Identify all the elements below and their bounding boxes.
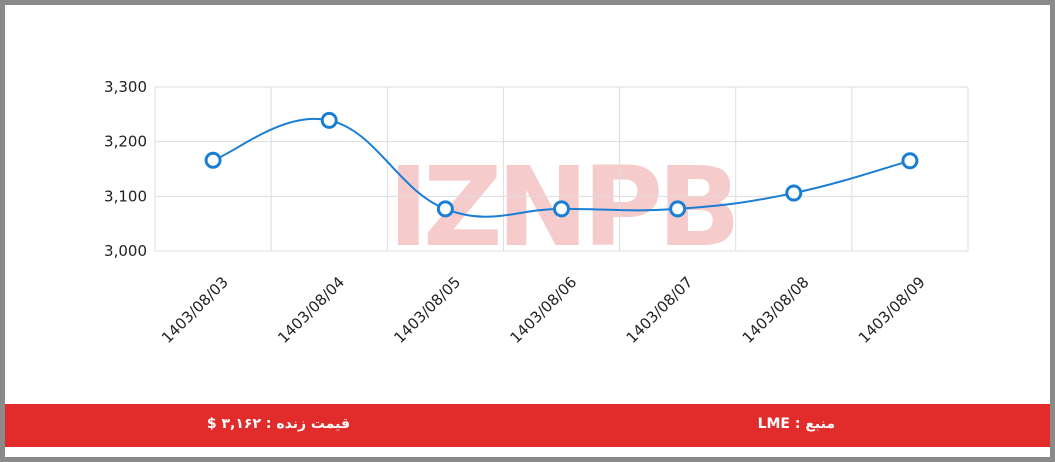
x-tick-label: 1403/08/03 <box>158 273 232 347</box>
point <box>553 200 570 218</box>
x-tick-label: 1403/08/06 <box>506 273 580 347</box>
point <box>320 111 338 129</box>
frame <box>5 5 1050 457</box>
x-tick-label: 1403/08/04 <box>274 273 348 347</box>
x-tick-label: 1403/08/07 <box>623 273 697 347</box>
point <box>785 184 803 202</box>
x-tick-label: 1403/08/05 <box>390 273 464 347</box>
y-tick-label: 3,100 <box>104 187 147 205</box>
footer-bar: قیمت زنده : ۳,۱۶۲ $ منبع : LME <box>5 404 1050 447</box>
source: منبع : LME <box>757 416 835 432</box>
y-tick-label: 3,000 <box>104 242 147 260</box>
point <box>436 200 454 218</box>
y-tick-label: 3,200 <box>104 133 147 151</box>
x-tick-label: 1403/08/09 <box>855 273 929 347</box>
y-tick-label: 3,300 <box>104 78 147 96</box>
point <box>669 200 687 218</box>
x-tick-label: 1403/08/08 <box>739 273 813 347</box>
live-price: قیمت زنده : ۳,۱۶۲ $ <box>206 416 350 432</box>
point <box>204 151 222 169</box>
point <box>901 152 919 170</box>
